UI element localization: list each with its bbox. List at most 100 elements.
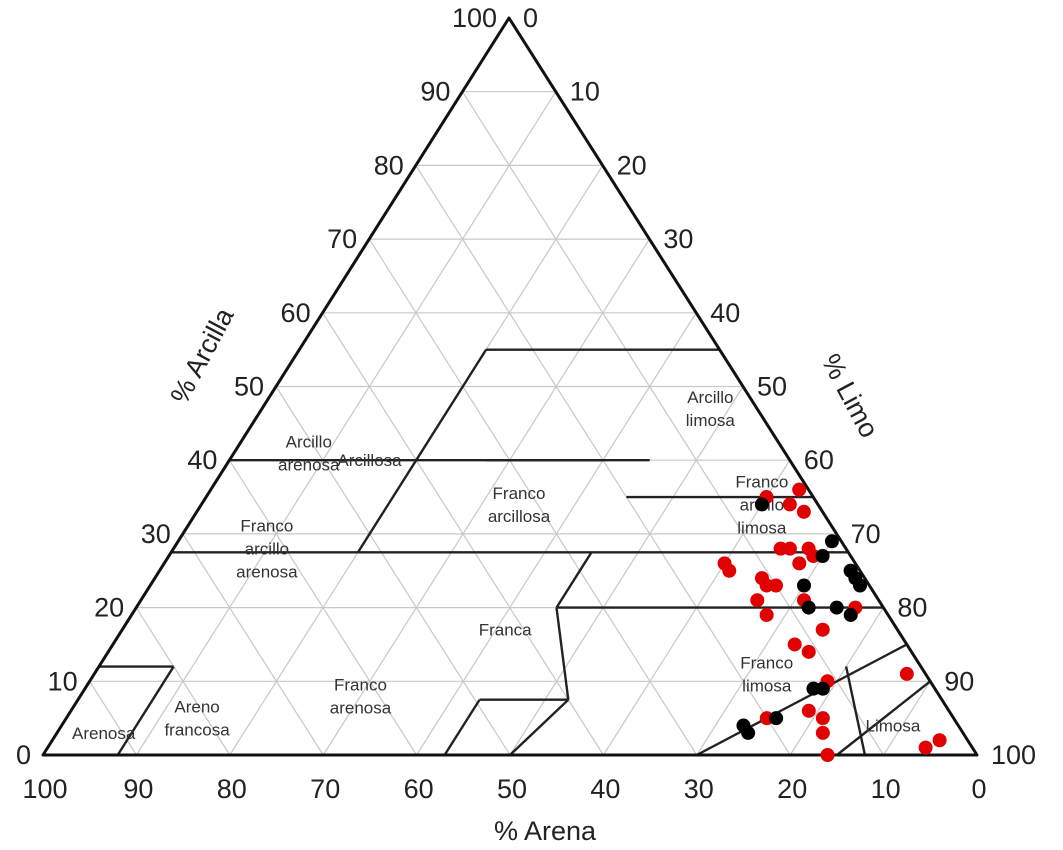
point-s1-13 xyxy=(754,497,769,512)
point-s0-31 xyxy=(801,541,816,556)
tick-sand-4: 60 xyxy=(404,774,434,804)
tick-sand-6: 40 xyxy=(590,774,620,804)
grid-line-sand-90 xyxy=(89,680,137,756)
region-boundaries xyxy=(41,348,931,757)
silt-axis-title: % Limo xyxy=(816,349,885,443)
region-label-1-1: limosa xyxy=(686,411,736,430)
region-label-7-0: Franco xyxy=(740,653,793,672)
tick-clay-1: 10 xyxy=(48,666,78,696)
point-s1-2 xyxy=(769,711,784,726)
tick-silt-4: 40 xyxy=(710,298,740,328)
region-label-2-0: Arcillo xyxy=(286,432,332,451)
boundary-line-23 xyxy=(696,643,908,757)
point-s0-10 xyxy=(787,637,802,652)
region-label-5-2: arenosa xyxy=(236,563,298,582)
tick-clay-3: 30 xyxy=(141,519,171,549)
tick-clay-7: 70 xyxy=(327,224,357,254)
tick-clay-9: 90 xyxy=(420,77,450,107)
tick-clay-4: 40 xyxy=(187,445,217,475)
tick-sand-10: 0 xyxy=(971,774,986,804)
point-s0-0 xyxy=(932,733,947,748)
boundary-line-21 xyxy=(836,680,931,756)
point-s0-9 xyxy=(815,622,830,637)
grid-line-silt-30 xyxy=(322,238,650,756)
boundary-line-14 xyxy=(466,699,481,719)
tick-clay-6: 60 xyxy=(281,298,311,328)
region-label-5-0: Franco xyxy=(240,517,293,536)
boundary-line-15 xyxy=(443,717,469,756)
tick-silt-5: 50 xyxy=(757,372,787,402)
point-s1-1 xyxy=(736,718,751,733)
tick-silt-10: 100 xyxy=(991,740,1036,770)
tick-clay-5: 50 xyxy=(234,372,264,402)
point-s1-10 xyxy=(843,563,858,578)
tick-sand-8: 20 xyxy=(777,774,807,804)
tick-sand-9: 10 xyxy=(871,774,901,804)
tick-clay-0: 0 xyxy=(16,740,31,770)
point-s0-19 xyxy=(782,497,797,512)
point-s0-21 xyxy=(792,482,807,497)
grid-line-silt-90 xyxy=(883,680,931,756)
region-label-4-0: Franco xyxy=(735,472,788,491)
region-label-3-1: arcillosa xyxy=(488,507,551,526)
region-label-0-0: Arcillosa xyxy=(337,451,402,470)
point-s0-2 xyxy=(820,748,835,762)
point-s1-7 xyxy=(843,607,858,622)
point-s0-27 xyxy=(792,556,807,571)
tick-sand-2: 80 xyxy=(217,774,247,804)
point-s0-15 xyxy=(754,571,769,586)
point-s1-12 xyxy=(796,578,811,593)
data-points xyxy=(717,482,947,762)
clay-axis-title: % Arcilla xyxy=(165,302,241,408)
sand-axis-title: % Arena xyxy=(494,816,597,846)
point-s0-1 xyxy=(918,740,933,755)
region-label-9-0: Limosa xyxy=(865,717,920,736)
point-s0-29 xyxy=(899,666,914,681)
point-s1-14 xyxy=(815,549,830,564)
tick-silt-6: 60 xyxy=(804,445,834,475)
tick-silt-3: 30 xyxy=(663,224,693,254)
point-s1-6 xyxy=(829,600,844,615)
boundary-line-19 xyxy=(116,665,175,756)
point-s0-13 xyxy=(750,593,765,608)
region-label-1-0: Arcillo xyxy=(687,388,733,407)
tick-sand-3: 70 xyxy=(310,774,340,804)
point-s0-23 xyxy=(722,563,737,578)
tick-sand-5: 50 xyxy=(497,774,527,804)
boundary-line-8 xyxy=(356,459,418,553)
boundary-line-11 xyxy=(555,607,570,700)
grid-line-silt-70 xyxy=(696,533,838,756)
grid-line-sand-80 xyxy=(135,607,231,756)
region-label-5-1: arcillo xyxy=(245,540,289,559)
region-label-2-1: arenosa xyxy=(278,455,340,474)
tick-silt-2: 20 xyxy=(617,150,647,180)
point-s0-4 xyxy=(815,725,830,740)
region-label-3-0: Franco xyxy=(493,484,546,503)
point-s1-11 xyxy=(824,534,839,549)
point-s1-4 xyxy=(815,681,830,696)
point-s0-25 xyxy=(782,541,797,556)
boundary-line-12 xyxy=(509,698,570,756)
region-label-6-0: Franca xyxy=(479,621,532,640)
region-labels: Arcillosa Arcillo limosa Arcillo arenosa Fran… xyxy=(72,388,921,743)
triangle-frame xyxy=(41,16,979,757)
region-label-8-1: arenosa xyxy=(330,699,392,718)
tick-sand-0: 100 xyxy=(22,774,67,804)
boundary-line-20 xyxy=(844,666,867,756)
tick-clay-8: 80 xyxy=(374,150,404,180)
tick-sand-7: 30 xyxy=(684,774,714,804)
grid-line-sand-10 xyxy=(461,91,885,756)
region-label-8-0: Franco xyxy=(334,676,387,695)
tick-sand-1: 90 xyxy=(123,774,153,804)
tick-silt-0: 0 xyxy=(523,3,538,33)
grid-line-sand-50 xyxy=(275,386,511,756)
region-label-10-1: francosa xyxy=(164,721,230,740)
region-label-4-2: limosa xyxy=(737,518,787,537)
point-s0-3 xyxy=(815,711,830,726)
boundary-line-1 xyxy=(415,349,488,461)
tick-clay-10: 100 xyxy=(452,3,497,33)
tick-silt-7: 70 xyxy=(851,519,881,549)
grid-line-sand-70 xyxy=(182,533,324,756)
